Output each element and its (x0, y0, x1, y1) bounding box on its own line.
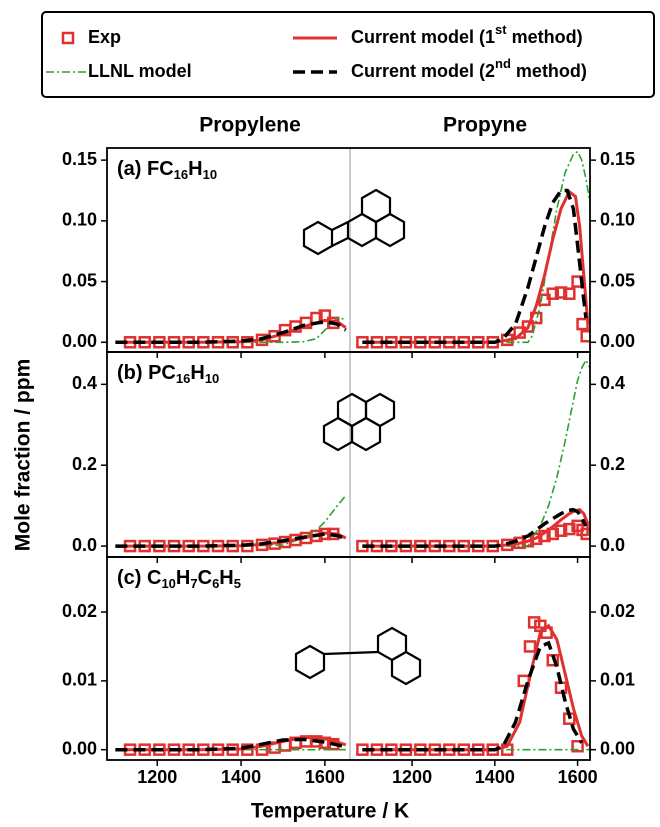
exp-marker (554, 524, 568, 537)
y-tick-label: 0.0 (72, 535, 97, 555)
y-tick-label: 0.2 (72, 454, 97, 474)
molecule-fluoranthene (302, 188, 406, 256)
legend-label: Current model (1st method) (351, 22, 583, 46)
panel-frame (106, 556, 591, 761)
model-line (362, 188, 588, 345)
model-line (362, 508, 590, 548)
y-tick-label: 0.4 (600, 373, 625, 393)
legend-box (41, 11, 655, 98)
exp-marker (546, 287, 560, 300)
panel-title: (b) PC16H10 (117, 362, 219, 386)
model-line (362, 150, 590, 344)
y-tick-label: 0.10 (600, 210, 635, 230)
column-title: Propylene (199, 114, 301, 137)
model-line (115, 532, 347, 548)
x-tick-label: 1200 (137, 767, 177, 787)
x-tick-label: 1400 (221, 767, 261, 787)
exp-marker (563, 287, 576, 300)
y-tick-label: 0.0 (600, 535, 625, 555)
plot-area (356, 616, 590, 756)
plot-area (115, 494, 347, 553)
legend-label: Current model (2nd method) (351, 56, 587, 80)
x-tick-label: 1200 (392, 767, 432, 787)
panel-title: (c) C10H7C6H5 (117, 567, 241, 591)
plot-area (115, 735, 347, 756)
legend-swatch (61, 31, 75, 45)
exp-marker (554, 286, 568, 299)
exp-marker (571, 739, 584, 753)
y-tick-label: 0.02 (600, 601, 635, 621)
y-tick-label: 0.15 (62, 149, 97, 169)
legend-label: LLNL model (88, 61, 192, 81)
plot-area (115, 309, 347, 349)
model-line (362, 640, 584, 752)
exp-marker (521, 320, 535, 333)
exp-marker (580, 527, 590, 541)
exp-marker (580, 329, 590, 343)
y-tick-label: 0.4 (72, 373, 97, 393)
y-tick-label: 0.05 (62, 270, 97, 290)
y-tick-label: 0.00 (600, 738, 635, 758)
y-tick-label: 0.02 (62, 601, 97, 621)
y-tick-label: 0.00 (62, 738, 97, 758)
model-line (362, 189, 590, 344)
model-line (115, 317, 346, 344)
exp-marker (563, 522, 576, 536)
model-line (362, 623, 590, 752)
model-line (362, 507, 588, 548)
panel-title: (a) FC16H10 (117, 158, 217, 182)
y-axis-label: Mole fraction / ppm (12, 359, 35, 552)
exp-marker (576, 317, 589, 331)
y-tick-label: 0.00 (62, 331, 97, 351)
y-tick-label: 0.10 (62, 210, 97, 230)
molecule-phenylnaphthalene (294, 626, 422, 686)
y-tick-label: 0.15 (600, 149, 635, 169)
model-line (115, 319, 347, 345)
x-tick-label: 1400 (475, 767, 515, 787)
y-tick-label: 0.2 (600, 454, 625, 474)
plot-area (356, 358, 590, 553)
x-axis-label: Temperature / K (251, 800, 409, 823)
exp-marker (546, 527, 560, 541)
column-title: Propyne (443, 114, 527, 137)
x-tick-label: 1600 (305, 767, 345, 787)
legend-label: Exp (88, 27, 121, 47)
model-line (115, 737, 347, 752)
y-tick-label: 0.05 (600, 270, 635, 290)
molecule-pyrene (322, 392, 396, 452)
y-tick-label: 0.01 (600, 670, 635, 690)
plot-area (356, 150, 590, 349)
y-tick-label: 0.01 (62, 670, 97, 690)
y-tick-label: 0.00 (600, 331, 635, 351)
exp-marker (523, 640, 537, 653)
model-line (362, 358, 590, 547)
x-tick-label: 1600 (558, 767, 598, 787)
